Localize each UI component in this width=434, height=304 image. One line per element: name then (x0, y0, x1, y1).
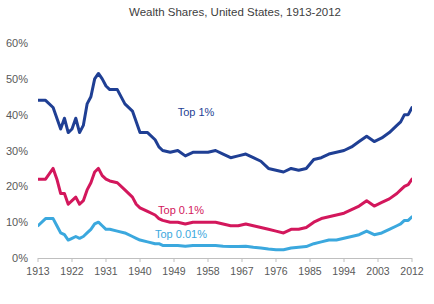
y-tick-label: 50% (6, 73, 28, 85)
plot-area (38, 73, 412, 249)
x-tick (310, 258, 311, 262)
y-tick-label: 0% (12, 252, 28, 264)
x-tick-label: 1958 (196, 265, 220, 277)
x-tick-label: 1976 (264, 265, 288, 277)
y-tick-label: 40% (6, 109, 28, 121)
x-tick (242, 258, 243, 262)
x-tick-label: 1994 (332, 265, 356, 277)
x-tick (276, 258, 277, 262)
y-tick-label: 10% (6, 216, 28, 228)
x-tick-label: 1967 (230, 265, 254, 277)
x-tick-label: 1922 (60, 265, 84, 277)
x-tick (72, 258, 73, 262)
series-label: Top 0.01% (155, 228, 207, 240)
x-tick-label: 2012 (400, 265, 424, 277)
series-label: Top 1% (178, 106, 215, 118)
chart: Wealth Shares, United States, 1913-2012 0… (0, 0, 434, 304)
x-tick (412, 258, 413, 262)
x-tick-label: 1913 (26, 265, 50, 277)
y-tick-label: 20% (6, 180, 28, 192)
x-tick-label: 1940 (128, 265, 152, 277)
x-tick (344, 258, 345, 262)
y-tick-label: 30% (6, 145, 28, 157)
x-tick (174, 258, 175, 262)
x-tick-label: 2003 (366, 265, 390, 277)
x-tick (106, 258, 107, 262)
y-tick-label: 60% (6, 37, 28, 49)
series-line (38, 73, 412, 172)
x-tick-label: 1931 (94, 265, 118, 277)
x-tick (378, 258, 379, 262)
x-tick-label: 1985 (298, 265, 322, 277)
x-tick-label: 1949 (162, 265, 186, 277)
x-tick (38, 258, 39, 262)
series-label: Top 0.1% (158, 204, 204, 216)
series-line (38, 217, 412, 250)
x-tick (140, 258, 141, 262)
x-tick (208, 258, 209, 262)
title: Wealth Shares, United States, 1913-2012 (129, 6, 341, 18)
x-axis-line (38, 258, 412, 259)
